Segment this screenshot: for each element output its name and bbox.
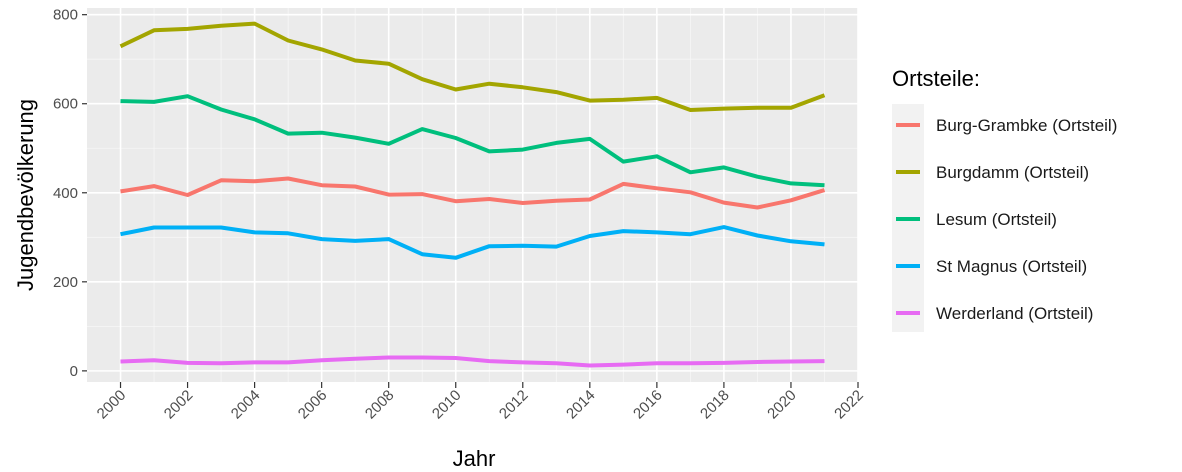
x-tick-label: 2012 [496, 387, 532, 423]
legend-title: Ortsteile: [892, 66, 980, 91]
legend-label: St Magnus (Ortsteil) [936, 257, 1087, 276]
x-tick-label: 2020 [764, 387, 800, 423]
x-tick-label: 2004 [228, 387, 264, 423]
y-tick-label: 600 [53, 96, 78, 113]
series-line-4 [120, 355, 825, 368]
legend-label: Lesum (Ortsteil) [936, 210, 1057, 229]
series-line-3 [120, 225, 825, 260]
y-axis-title: Jugendbevölkerung [13, 99, 38, 291]
legend-label: Werderland (Ortsteil) [936, 304, 1093, 323]
legend-label: Burgdamm (Ortsteil) [936, 163, 1089, 182]
y-axis: 0 200 400 600 800 [53, 7, 87, 380]
x-tick-label: 2016 [630, 387, 666, 423]
series-line-1 [119, 21, 826, 112]
x-tick-label: 2022 [831, 387, 867, 423]
minor-gridlines [87, 8, 858, 382]
series-lines [119, 21, 826, 368]
x-tick-label: 2010 [429, 387, 465, 423]
x-axis-title: Jahr [453, 446, 496, 471]
x-axis: 2000 2002 2004 2006 2008 2010 2012 2014 2016 2018… [94, 382, 867, 422]
x-tick-label: 2008 [362, 387, 398, 423]
plot-panel [87, 8, 858, 382]
legend: Ortsteile: Burg-Grambke (Ortsteil) Burgda… [892, 66, 1117, 332]
x-tick-label: 2014 [563, 387, 599, 423]
x-tick-label: 2006 [295, 387, 331, 423]
y-tick-label: 400 [53, 185, 78, 202]
x-tick-label: 2018 [697, 387, 733, 423]
x-tick-label: 2000 [94, 387, 130, 423]
series-line-0 [120, 176, 826, 210]
y-tick-label: 200 [53, 274, 78, 291]
y-tick-label: 800 [53, 7, 78, 24]
y-tick-label: 0 [70, 363, 78, 380]
legend-label: Burg-Grambke (Ortsteil) [936, 116, 1117, 135]
x-tick-label: 2002 [161, 387, 197, 423]
series-line-2 [120, 94, 825, 188]
